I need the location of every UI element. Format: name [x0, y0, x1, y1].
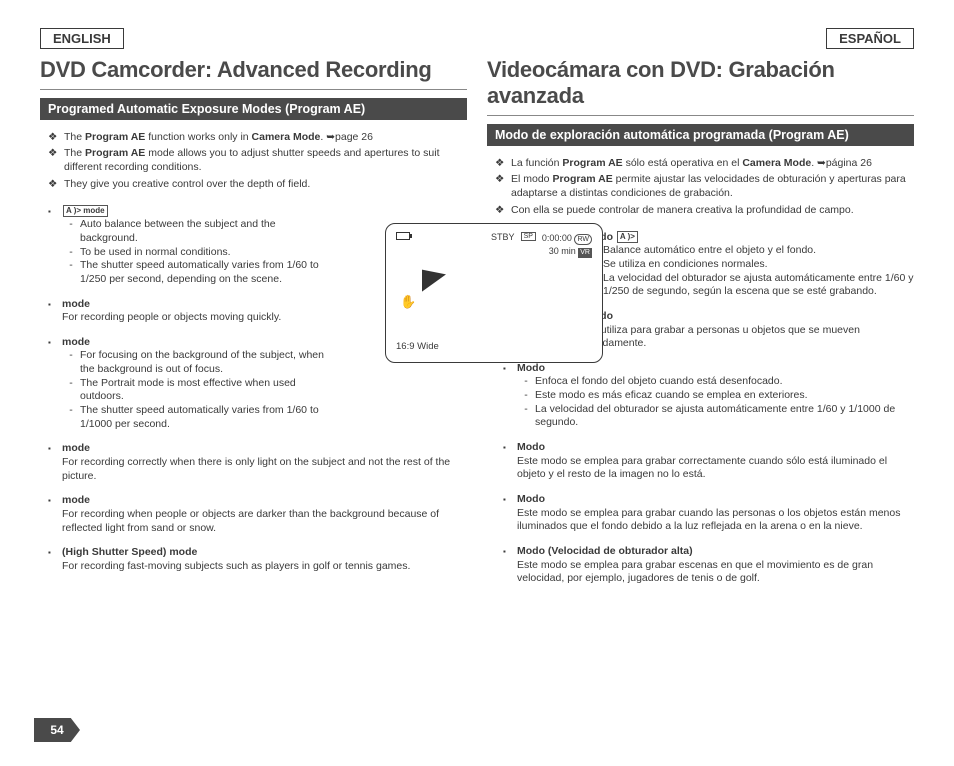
section-bar-en: Programed Automatic Exposure Modes (Prog… — [40, 98, 467, 120]
intro-es: ❖La función Program AE sólo está operati… — [487, 156, 914, 217]
title-es: Videocámara con DVD: Grabación avanzada — [487, 57, 914, 109]
intro-text: The Program AE function works only in Ca… — [64, 130, 373, 144]
time-label: 0:00:00 — [542, 233, 572, 243]
vr-badge: VR — [578, 248, 592, 258]
rw-badge: RW — [574, 234, 592, 245]
lang-tab-es: ESPAÑOL — [826, 28, 914, 49]
camera-screen: STBY SP 0:00:00 RW 30 min VR ✋ 16:9 Wide — [385, 223, 603, 363]
divider — [40, 89, 467, 90]
section-bar-es: Modo de exploración automática programad… — [487, 124, 914, 146]
remain-label: 30 min — [549, 246, 576, 256]
intro-text: The Program AE mode allows you to adjust… — [64, 146, 467, 174]
divider — [487, 115, 914, 116]
intro-text: They give you creative control over the … — [64, 177, 310, 191]
title-en: DVD Camcorder: Advanced Recording — [40, 57, 467, 83]
hand-icon: ✋ — [400, 294, 592, 310]
aspect-label: 16:9 Wide — [396, 341, 439, 352]
play-icon — [422, 266, 446, 291]
stby-label: STBY — [491, 232, 515, 242]
sp-label: SP — [521, 232, 536, 241]
page: ENGLISH DVD Camcorder: Advanced Recordin… — [40, 28, 914, 597]
lang-tab-en: ENGLISH — [40, 28, 124, 49]
page-number: 54 — [34, 718, 80, 742]
intro-en: ❖The Program AE function works only in C… — [40, 130, 467, 191]
battery-icon — [396, 232, 410, 240]
